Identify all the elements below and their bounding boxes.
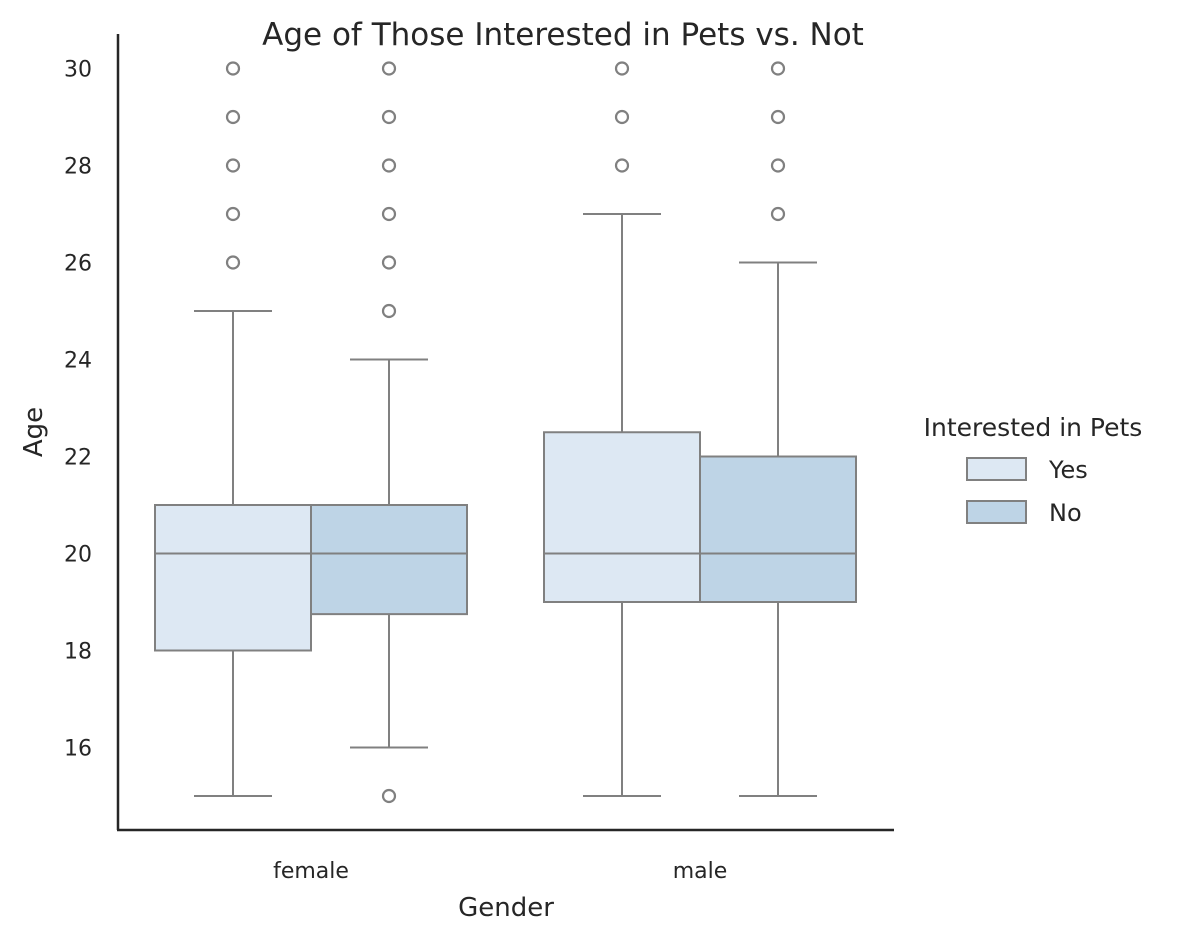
x-ticks: female male	[273, 859, 727, 884]
outlier-point	[614, 109, 630, 125]
outlier-point	[225, 158, 241, 173]
outlier-point	[381, 158, 397, 173]
legend-label: No	[1049, 499, 1082, 527]
outlier-point	[225, 61, 241, 76]
legend-item-no: No	[966, 499, 1082, 527]
y-tick-label: 22	[64, 446, 92, 471]
y-tick-label: 16	[64, 737, 92, 762]
outlier-point	[381, 303, 397, 319]
box-female-yes	[154, 61, 312, 797]
y-axis-label: Age	[19, 407, 49, 457]
y-tick-label: 26	[64, 252, 92, 277]
outlier-point	[770, 158, 786, 173]
outlier-point	[614, 158, 630, 173]
outlier-point	[614, 61, 630, 76]
outlier-point	[381, 61, 397, 76]
x-tick-label: female	[273, 859, 349, 884]
y-tick-label: 30	[64, 58, 92, 83]
box-iqr	[543, 431, 701, 603]
box-iqr	[154, 504, 312, 652]
legend-swatch	[966, 500, 1027, 524]
y-tick-label: 18	[64, 640, 92, 665]
box-male-yes	[543, 61, 701, 797]
y-tick-label: 20	[64, 543, 92, 568]
legend-label: Yes	[1048, 456, 1088, 484]
outlier-point	[225, 206, 241, 222]
box-male-no	[699, 61, 857, 797]
outlier-point	[381, 109, 397, 125]
legend-title: Interested in Pets	[924, 413, 1143, 442]
outlier-point	[770, 109, 786, 125]
legend-item-yes: Yes	[966, 456, 1088, 484]
outlier-point	[770, 61, 786, 76]
legend: Interested in Pets Yes No	[924, 413, 1143, 527]
x-tick-label: male	[673, 859, 728, 884]
box-iqr	[699, 455, 857, 603]
legend-swatch	[966, 457, 1027, 481]
chart-title: Age of Those Interested in Pets vs. Not	[262, 17, 864, 53]
outlier-point	[381, 255, 397, 270]
y-ticks: 16 18 20 22 24 26 28 30	[64, 58, 92, 762]
outlier-point	[770, 206, 786, 222]
box-iqr	[310, 504, 468, 616]
y-tick-label: 28	[64, 155, 92, 180]
outlier-point	[381, 788, 397, 804]
plot-area	[154, 61, 857, 804]
outlier-point	[225, 109, 241, 125]
box-female-no	[310, 61, 468, 804]
outlier-point	[225, 255, 241, 270]
outlier-point	[381, 206, 397, 222]
y-tick-label: 24	[64, 349, 92, 374]
x-axis-label: Gender	[458, 893, 554, 923]
